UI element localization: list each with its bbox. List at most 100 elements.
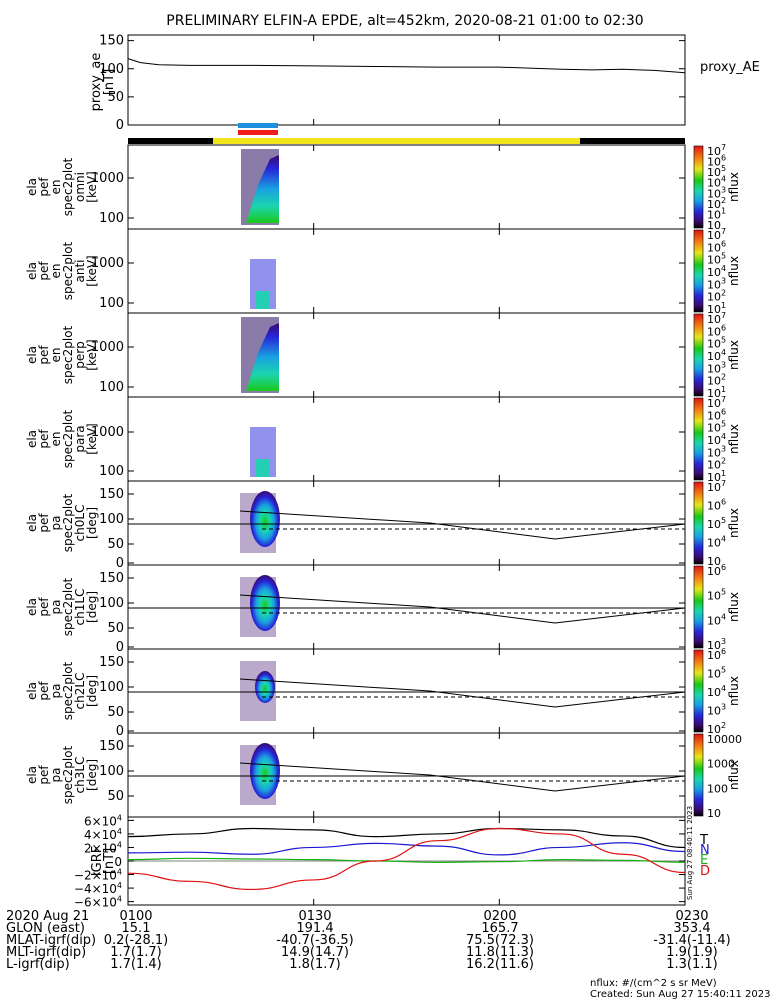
colorbar-tick-base: 10 [707,649,721,662]
proxy-ae-line [127,58,686,74]
y-tick-label: 1000 [91,256,124,271]
y-tick-label: 100 [99,680,124,695]
panel-ylabel-line: ela [25,514,39,532]
colorbar [693,229,704,313]
colorbar-tick-exponent: 2 [721,457,726,466]
y-tick-label: 150 [99,739,124,754]
panel-ylabel-line: en [49,348,63,363]
spectrum-fill [250,491,280,547]
panel-ylabel-line: ela [25,346,39,364]
figure-title: PRELIMINARY ELFIN-A EPDE, alt=452km, 202… [166,13,643,29]
colorbar-tick-base: 10 [707,518,721,531]
panel-ylabel-line: spec2plot [61,661,75,720]
colorbar [693,313,704,397]
colorbar-tick-exponent: 4 [721,432,726,441]
colorbar-tick-base: 10 [707,241,721,254]
colorbar-tick-label: 106 [707,239,726,254]
panel-frame [127,228,686,314]
spectrogram-panel-2: 1000100elapefenspec2plotanti[keV]1071061… [25,227,741,316]
panel-ylabel-line: ela [25,178,39,196]
colorbar-tick-label: 103 [707,185,726,200]
colorbar-tick-label: 105 [707,516,726,531]
colorbar-tick-base: 10 [707,723,721,736]
colorbar-tick-base: 10 [707,187,721,200]
colorbar-tick-label: 104 [707,684,726,699]
colorbar-tick-label: 103 [707,703,726,718]
colorbar-label: nflux [727,172,741,202]
y-tick-label: 1000 [91,171,124,186]
colorbar-tick-base: 10 [707,639,721,652]
ephemeris-row-value: 165.7 [481,921,518,936]
igrf-legend-n: N [700,843,710,858]
colorbar-tick-label: 106 [707,563,726,578]
panel-ylabel-line: en [49,264,63,279]
igrf-tick-base: −4×10 [74,882,117,896]
colorbar-tick-base: 10 [707,565,721,578]
panel-ylabel-line: ela [25,766,39,784]
colorbar-tick-label: 105 [707,420,726,435]
colorbar-tick-label: 106 [707,154,726,169]
spectrogram-panel-1: 1000100elapefenspec2plotomni[keV]1071061… [25,143,741,232]
panel-ylabel-line: pef [37,429,51,449]
panel-ylabel-line: ch1LC [73,589,87,626]
panel-ylabel-line: spec2plot [61,157,75,216]
colorbar-tick-label: 105 [707,336,726,351]
igrf-tick-exponent: 4 [117,827,122,836]
footer-units: nflux: #/(cm^2 s sr MeV) [590,978,717,989]
colorbar-label: nflux [727,592,741,622]
colorbar-tick-exponent: 7 [721,311,726,320]
colorbar-tick-label: 103 [707,444,726,459]
y-tick-label: 50 [107,789,124,804]
colorbar-tick-base: 10 [707,362,721,375]
colorbar-tick-exponent: 5 [721,164,726,173]
igrf-tick-base: −2×10 [74,869,117,883]
ephemeris-row-label: L-igrf(dip) [6,957,70,972]
igrf-line-n [127,842,686,856]
panel-frame [127,312,686,398]
panel-ylabel-line: en [49,180,63,195]
y-tick-label: 100 [99,211,124,226]
igrf-tick-label: −4×104 [74,881,122,896]
colorbar-tick-label: 104 [707,348,726,363]
colorbar-tick-exponent: 6 [721,498,726,507]
colorbar-tick-exponent: 5 [721,336,726,345]
panel-ylabel-line: pa [49,684,63,699]
spectrogram-panel-6: 150100500elapefpaspec2plotch1LC[deg]1061… [25,563,741,655]
colorbar-tick-base: 10 [707,266,721,279]
panel-frame [127,732,686,818]
y-tick-label: 0 [116,556,124,571]
colorbar-tick-label: 104 [707,535,726,550]
panel-ylabel-line: [keV] [85,423,99,454]
colorbar-tick-base: 10 [707,686,721,699]
ephemeris-row-value: 0230 [675,909,708,924]
ephemeris-row-value: 1.3(1.1) [666,957,718,972]
colorbar-tick-base: 10 [707,278,721,291]
colorbar-tick-exponent: 7 [721,395,726,404]
panel-ylabel-line: pef [37,261,51,281]
y-tick-label: 0 [116,724,124,739]
colorbar-tick-base: 10 [707,254,721,267]
ephemeris-row-label: MLAT-igrf(dip) [6,933,96,948]
colorbar-tick-base: 10 [707,668,721,681]
panel-ylabel-line: pa [49,516,63,531]
colorbar-tick-label: 104 [707,175,726,190]
y-tick-label: 50 [107,621,124,636]
proxy-ae-panel: 150 100 50 0 proxy_AE proxy_ae [nT] [89,34,760,133]
panel-frame [127,480,686,566]
panel-ylabel-line: pa [49,600,63,615]
colorbar-tick-label: 102 [707,457,726,472]
loss-cone-line [239,678,686,708]
colorbar-tick-label: 10 [707,219,721,232]
proxy-ae-tick-label: 150 [99,34,124,49]
panel-ylabel-line: pa [49,768,63,783]
colorbar-tick-exponent: 2 [721,373,726,382]
igrf-tick-label: −2×104 [74,868,122,883]
panel-ylabel-line: pef [37,513,51,533]
ephemeris-row-value: 14.9(14.7) [281,945,349,960]
ephemeris-row-value: 1.8(1.7) [289,957,341,972]
colorbar-tick-label: 103 [707,360,726,375]
loss-cone-line [239,762,686,792]
panel-ylabel-line: ela [25,598,39,616]
